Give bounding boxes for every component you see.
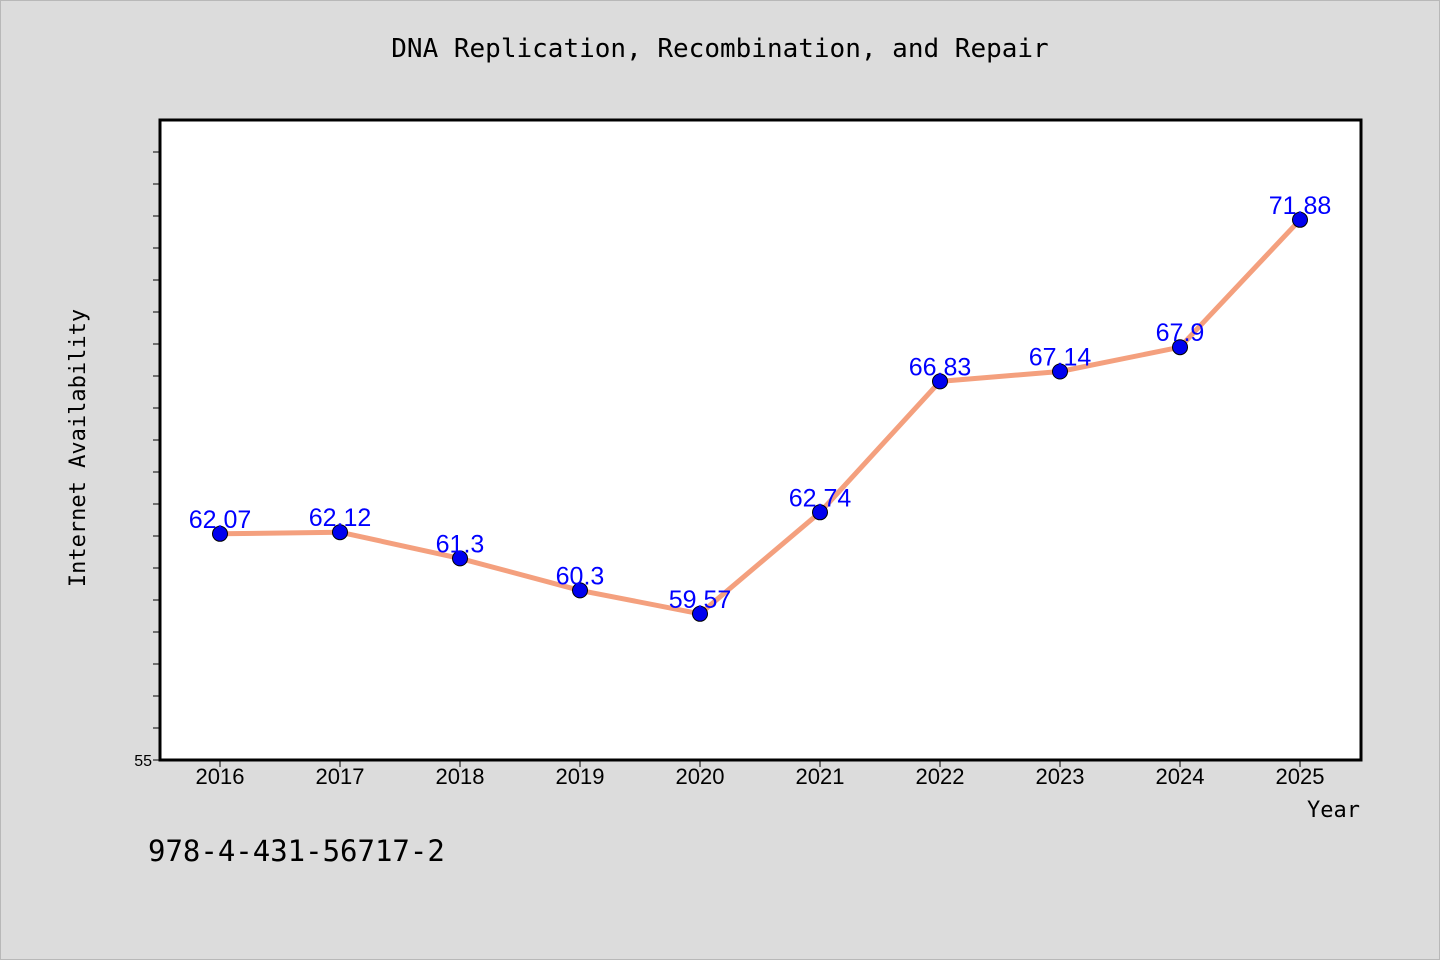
x-tick-label: 2020	[676, 764, 725, 789]
data-point-marker	[332, 524, 348, 541]
x-axis-ticks: 2016 2017 2018 2019 2020 2021 2022 2023 2024 2025	[196, 760, 1325, 789]
data-point-marker	[1292, 211, 1308, 228]
x-tick-label: 2021	[796, 764, 845, 789]
x-axis-label: Year	[1307, 798, 1360, 823]
series-line	[217, 217, 1303, 617]
data-label: 62.12	[309, 504, 372, 532]
data-label: 71.88	[1269, 192, 1332, 220]
x-tick-label: 2022	[916, 764, 965, 789]
data-label: 61.3	[436, 530, 485, 558]
y-tick-label: 55	[134, 753, 152, 770]
y-axis-label: Internet Availability	[66, 309, 91, 587]
data-label: 62.07	[189, 506, 252, 534]
x-tick-label: 2019	[556, 764, 605, 789]
data-point-marker	[572, 582, 588, 599]
data-label: 60.3	[556, 562, 605, 590]
data-label: 66.83	[909, 353, 972, 381]
data-point-marker	[932, 373, 948, 390]
data-point-marker	[812, 504, 828, 521]
y-axis-ticks: 55	[134, 151, 160, 770]
chart-title: DNA Replication, Recombination, and Repa…	[391, 34, 1049, 64]
data-point-marker	[1172, 339, 1188, 356]
data-label: 67.9	[1156, 319, 1205, 347]
x-tick-label: 2023	[1036, 764, 1085, 789]
data-label: 62.74	[789, 484, 852, 512]
data-point-marker	[1052, 363, 1068, 380]
plot-area	[158, 118, 1363, 762]
x-tick-label: 2018	[436, 764, 485, 789]
x-tick-label: 2016	[196, 764, 245, 789]
data-label: 59.57	[669, 586, 732, 614]
x-tick-label: 2017	[316, 764, 365, 789]
data-point-marker	[692, 605, 708, 622]
x-tick-label: 2025	[1276, 764, 1325, 789]
series-layer: 62.07 62.12 61.3 60.3 59.57 62.74 66.83 67.14 67…	[189, 192, 1332, 622]
x-tick-label: 2024	[1156, 764, 1205, 789]
data-point-marker	[452, 550, 468, 567]
data-point-marker	[212, 525, 228, 542]
data-label: 67.14	[1029, 344, 1092, 372]
isbn-text: 978-4-431-56717-2	[148, 834, 445, 868]
